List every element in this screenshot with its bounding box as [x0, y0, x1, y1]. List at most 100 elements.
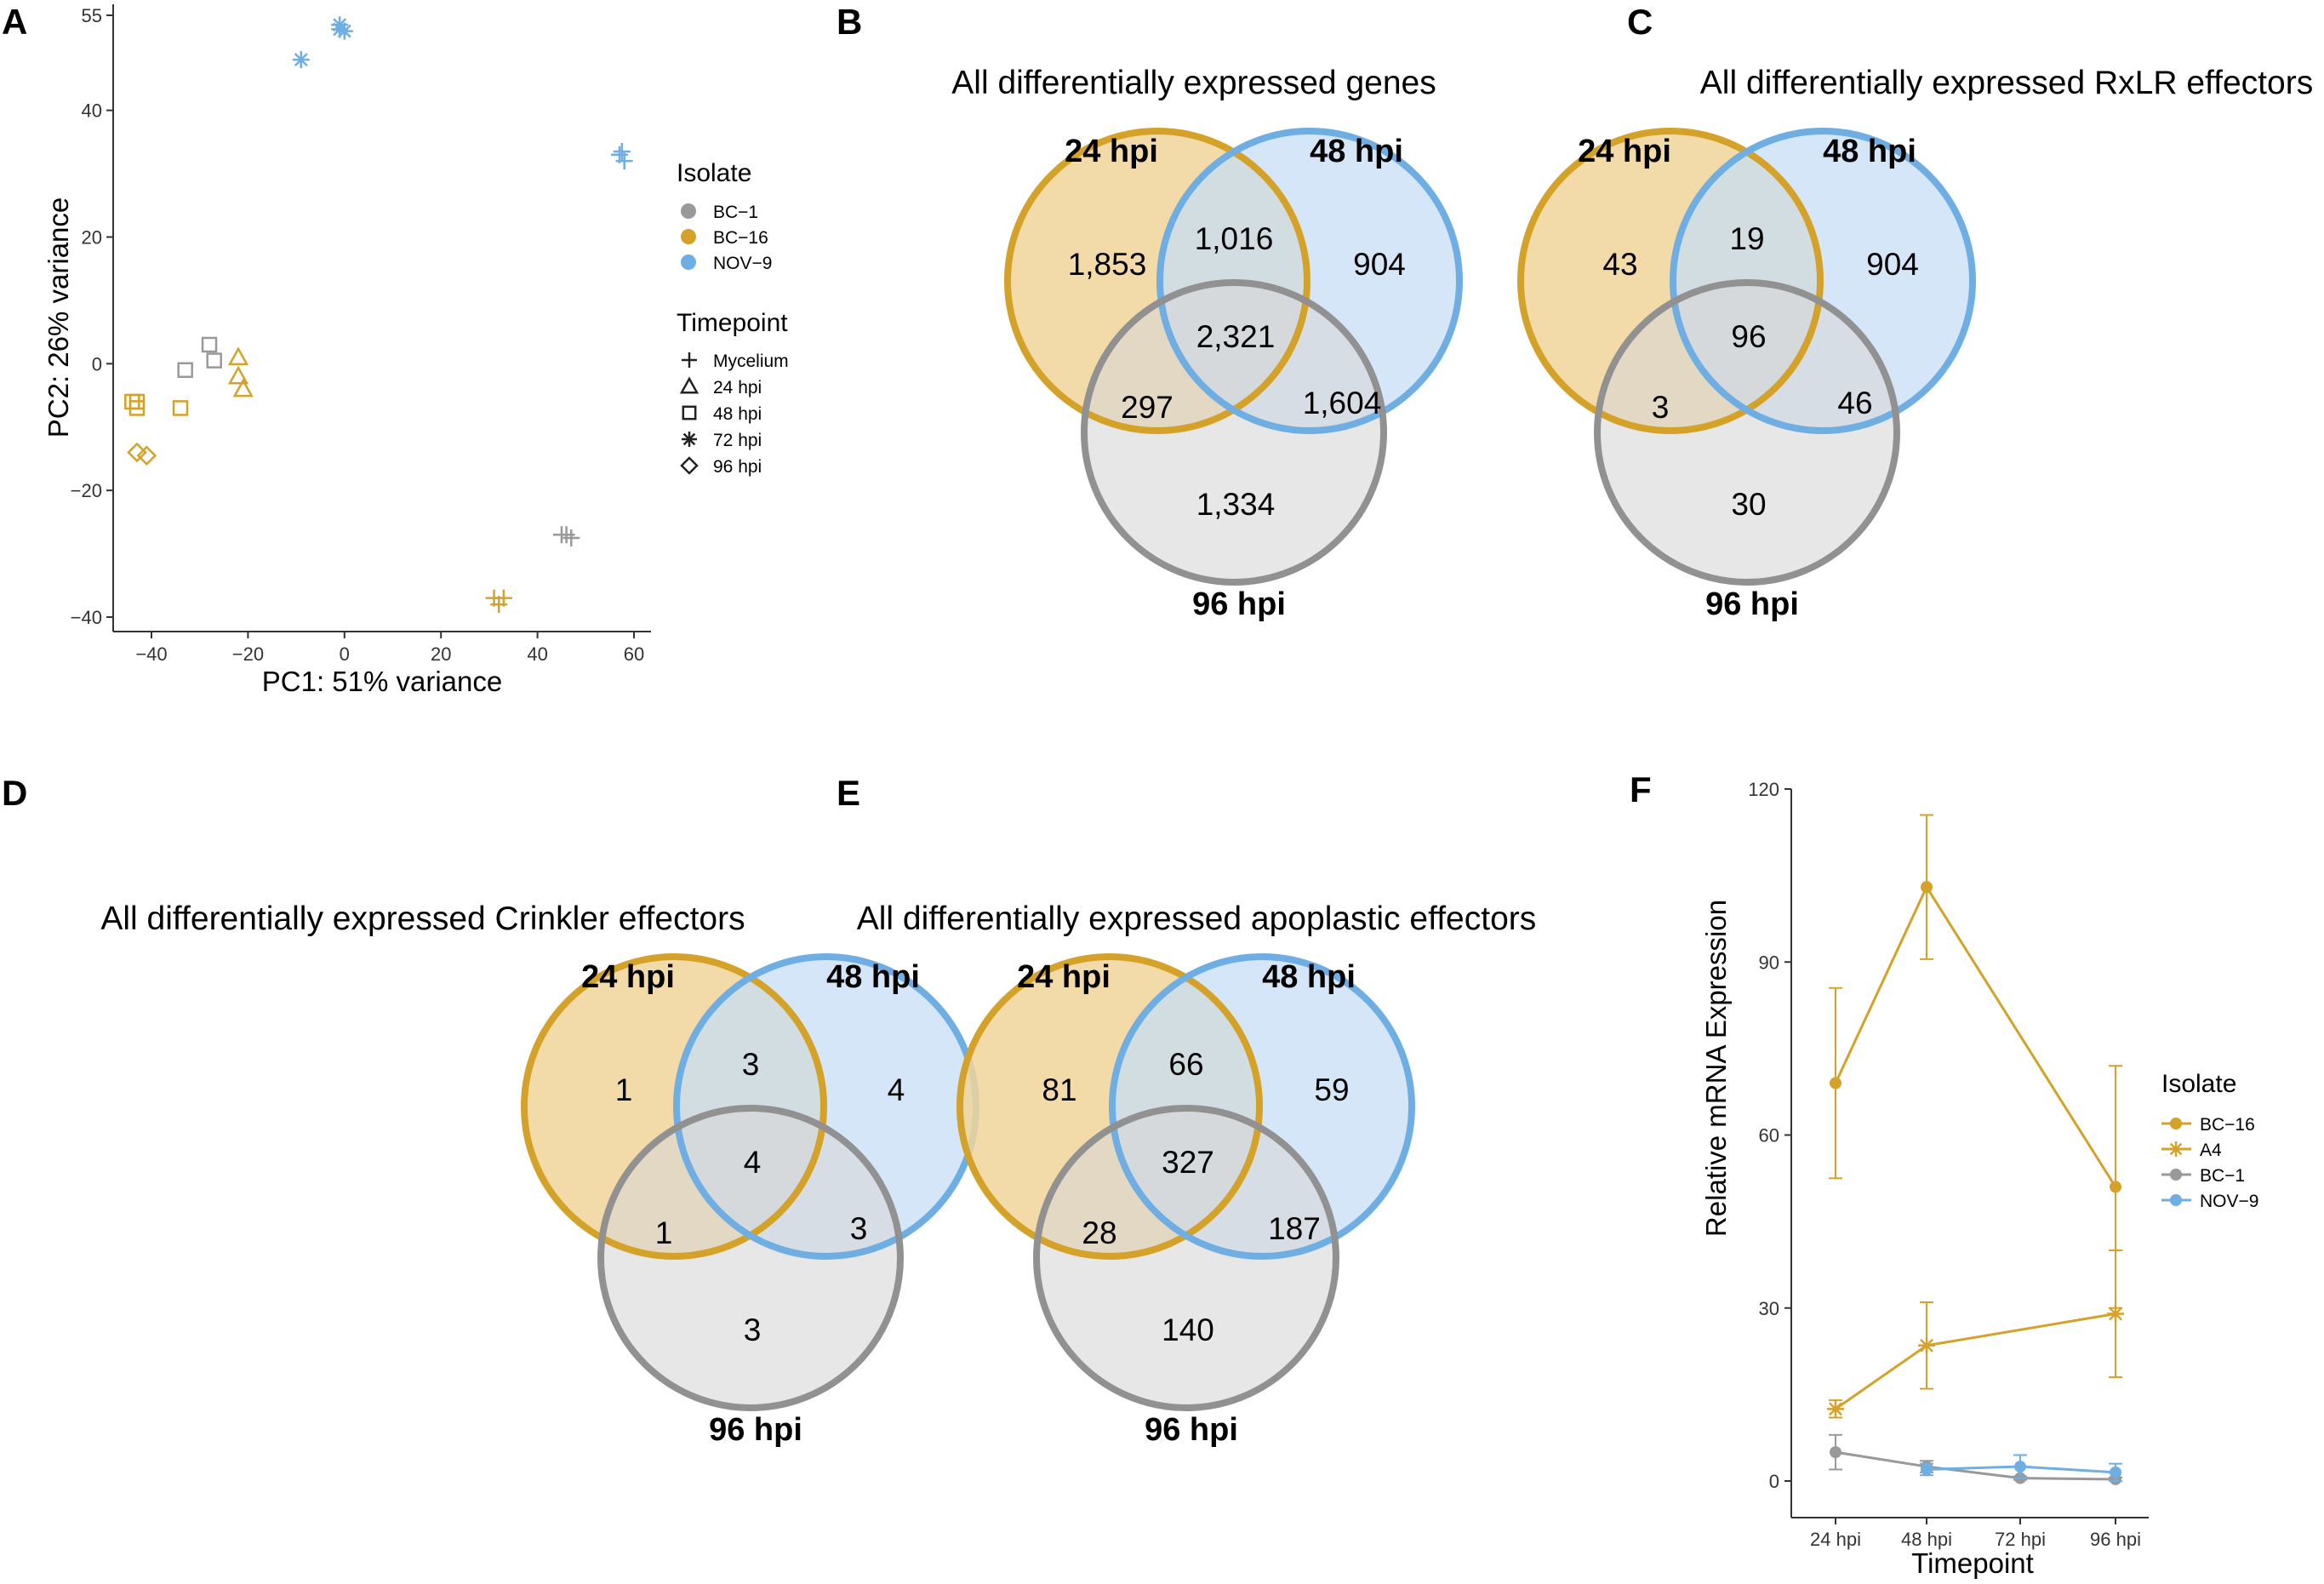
x-tick-label: 60 — [624, 643, 644, 665]
legend-timepoint-label: 96 hpi — [713, 457, 762, 477]
marker-stroke — [201, 336, 218, 353]
venn-region-ab: 3 — [742, 1047, 760, 1082]
marker-stroke — [128, 393, 146, 410]
y-tick-label: 120 — [1748, 779, 1779, 800]
scatter-point — [128, 393, 146, 410]
marker-stroke — [1920, 1338, 1933, 1352]
legend-marker — [2170, 1118, 2182, 1129]
legend-title: Isolate — [2161, 1070, 2236, 1098]
scatter-point — [201, 336, 218, 353]
y-tick-label: 55 — [82, 5, 102, 26]
marker-stroke — [2170, 1169, 2182, 1181]
panel-c-venn: C All differentially expressed RxLR effec… — [1517, 2, 2313, 622]
x-tick-label: 24 hpi — [1810, 1529, 1861, 1550]
venn-region-bc: 46 — [1837, 386, 1872, 420]
venn-title: All differentially expressed Crinkler ef… — [100, 901, 745, 937]
scatter-point — [613, 143, 631, 161]
y-tick-label: 20 — [82, 226, 102, 248]
legend-timepoint-label: Mycelium — [713, 352, 789, 371]
data-point — [2110, 1466, 2121, 1478]
venn-circle-24hpi — [1004, 128, 1310, 434]
venn-region-ab: 66 — [1168, 1047, 1203, 1082]
y-tick-label: 0 — [1769, 1471, 1779, 1492]
venn-region-bc: 1,604 — [1303, 386, 1382, 420]
legend-timepoint-marker — [680, 456, 699, 475]
marker-stroke — [2014, 1461, 2026, 1473]
scatter-point — [206, 352, 222, 369]
scatter-point — [127, 442, 147, 463]
venn-region-c: 3 — [744, 1312, 762, 1347]
panel-f-y-axis-label: Relative mRNA Expression — [1700, 900, 1732, 1237]
venn-region-a: 43 — [1602, 247, 1637, 282]
marker-stroke — [679, 376, 699, 394]
venn-circle-96hpi-fill — [1597, 283, 1897, 582]
venn-region-a: 1 — [615, 1072, 633, 1107]
panel-f-x-axis-label: Timepoint — [1911, 1547, 2034, 1579]
venn-region-c: 140 — [1162, 1312, 1214, 1347]
venn-circle-96hpi — [1594, 279, 1900, 586]
data-point — [1827, 1400, 1844, 1418]
scatter-point — [227, 346, 249, 366]
marker-stroke — [172, 400, 189, 416]
venn-circle-48hpi — [1156, 128, 1463, 434]
venn-circle-24hpi — [521, 953, 827, 1260]
marker-stroke — [1829, 1402, 1842, 1416]
venn-region-ab: 1,016 — [1195, 221, 1274, 256]
panel-label-c: C — [1627, 2, 1653, 42]
legend-timepoint-label: 24 hpi — [713, 378, 762, 397]
panel-e-venn: E All differentially expressed apoplastic… — [837, 773, 1536, 1448]
legend-isolate-label: NOV−9 — [713, 254, 772, 273]
venn-circle-96hpi — [1081, 279, 1387, 586]
y-tick-label: −20 — [71, 480, 102, 501]
panel-a-y-axis-label: PC2: 26% variance — [43, 197, 74, 437]
data-point — [2110, 1181, 2121, 1193]
venn-region-abc: 96 — [1731, 319, 1766, 354]
scatter-point — [331, 20, 349, 38]
venn-region-ac: 3 — [1652, 390, 1670, 425]
marker-stroke — [682, 432, 696, 446]
marker-stroke — [680, 456, 699, 475]
marker-stroke — [1921, 1463, 1933, 1476]
legend-isolate-title: Isolate — [677, 159, 751, 187]
venn-region-abc: 2,321 — [1196, 319, 1276, 354]
legend-marker — [2170, 1169, 2182, 1181]
marker-stroke — [177, 362, 193, 379]
marker-stroke — [2109, 1307, 2122, 1321]
venn-region-bc: 3 — [850, 1211, 868, 1246]
marker-stroke — [2110, 1466, 2121, 1478]
y-tick-label: 0 — [92, 353, 102, 375]
panel-label-d: D — [2, 773, 27, 813]
legend-timepoint-marker — [682, 405, 697, 420]
data-point — [1830, 1446, 1841, 1459]
legend-timepoint-label: 72 hpi — [713, 431, 762, 450]
data-point — [1921, 881, 1933, 894]
marker-stroke — [206, 352, 222, 369]
legend-label: NOV−9 — [2200, 1192, 2258, 1211]
venn-set-label-48hpi: 48 hpi — [826, 959, 920, 995]
venn-region-bc: 187 — [1268, 1211, 1321, 1246]
venn-set-label-96hpi: 96 hpi — [1145, 1412, 1238, 1448]
venn-set-label-96hpi: 96 hpi — [1705, 586, 1799, 622]
series-line-bc-16 — [1834, 884, 2117, 1188]
marker-stroke — [2170, 1118, 2182, 1129]
x-tick-label: 48 hpi — [1901, 1529, 1952, 1550]
scatter-point — [232, 378, 254, 397]
legend-label: BC−1 — [2200, 1166, 2245, 1186]
scatter-point — [615, 152, 633, 170]
marker-stroke — [333, 22, 347, 37]
data-point — [1921, 1463, 1933, 1476]
panel-b-venn: B All differentially expressed genes 24 hp… — [837, 2, 1463, 622]
panel-a-x-axis-label: PC1: 51% variance — [262, 666, 502, 697]
venn-circle-24hpi — [956, 953, 1263, 1260]
venn-circle-96hpi-fill — [1036, 1108, 1336, 1408]
venn-set-label-24hpi: 24 hpi — [1017, 959, 1111, 995]
panel-label-b: B — [837, 2, 862, 42]
scatter-point — [177, 362, 193, 379]
x-tick-label: 72 hpi — [1995, 1529, 2046, 1550]
venn-title: All differentially expressed genes — [951, 65, 1436, 101]
venn-set-label-24hpi: 24 hpi — [1578, 134, 1671, 169]
scatter-point — [490, 596, 508, 614]
panel-label-e: E — [837, 773, 860, 813]
marker-stroke — [232, 378, 254, 397]
